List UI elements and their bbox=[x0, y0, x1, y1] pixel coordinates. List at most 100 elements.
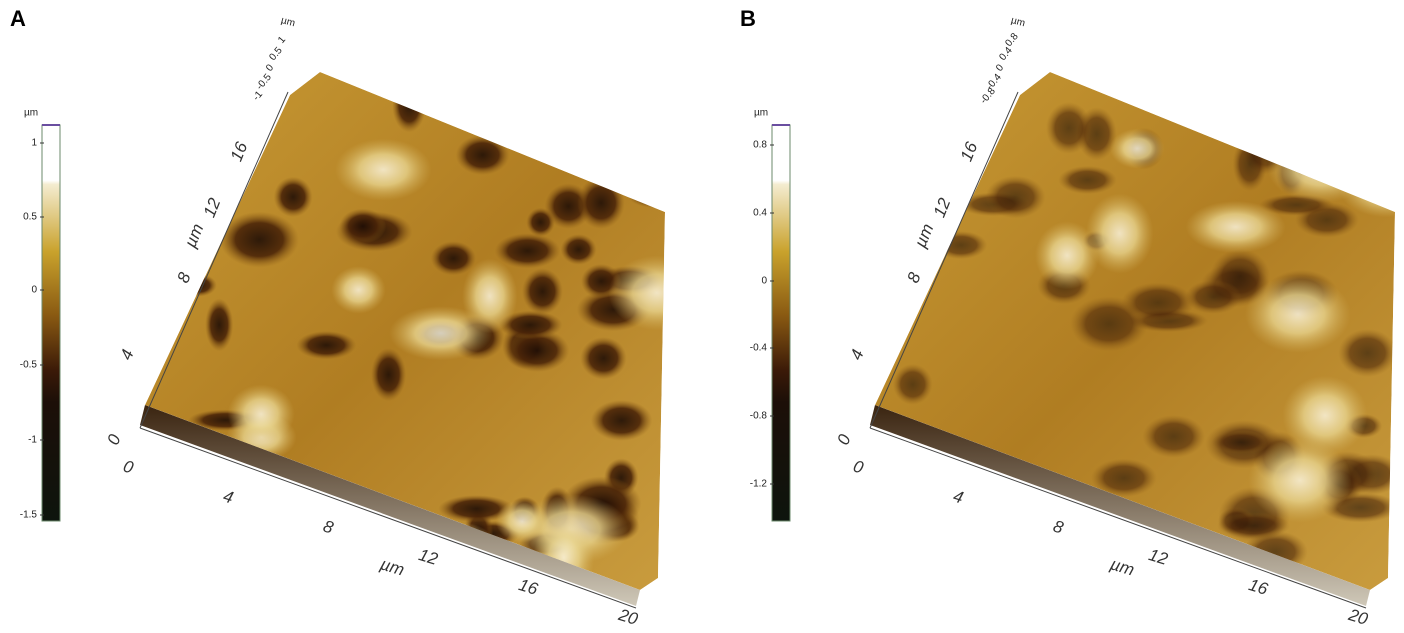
surface-pit bbox=[225, 533, 282, 577]
y-tick-label: 16 bbox=[227, 139, 252, 164]
colorbar bbox=[772, 125, 790, 521]
surface-peak bbox=[608, 255, 705, 330]
x-tick-label: 20 bbox=[1346, 605, 1371, 629]
surface-pit bbox=[296, 331, 356, 359]
surface-peak bbox=[1086, 193, 1154, 273]
surface-pit bbox=[139, 518, 182, 546]
surface-pit bbox=[371, 348, 406, 401]
y-tick-label: 0 bbox=[833, 431, 854, 447]
colorbar-tick-label: 0 bbox=[31, 285, 37, 296]
colorbar-tick-label: -1.2 bbox=[750, 479, 768, 490]
surface-pit bbox=[522, 268, 563, 314]
x-tick-label: 8 bbox=[321, 517, 336, 538]
colorbar-tick-label: 0.5 bbox=[23, 212, 37, 223]
z-tick-label: 0 bbox=[264, 62, 276, 74]
z-axis-unit: µm bbox=[1010, 15, 1026, 29]
colorbar-unit: µm bbox=[24, 108, 38, 119]
panel: Bµm 0.8 0.4 0 -0.4 -0.8 -1.2 0 4 8 12 16 20 µm 0 4 8 12 16… bbox=[740, 6, 1404, 629]
panel: Aµm10.50-0.5-1-1.5048121620µm0481216µmµm… bbox=[10, 6, 706, 629]
y-tick-label: 16 bbox=[957, 139, 982, 164]
x-tick-label: 0 bbox=[121, 457, 136, 478]
x-tick-label: 16 bbox=[1246, 575, 1270, 599]
surface-pit bbox=[580, 337, 626, 379]
surface-pit bbox=[1254, 121, 1330, 159]
surface-pit bbox=[205, 298, 233, 351]
surface-pit bbox=[1212, 430, 1271, 454]
surface-peak bbox=[1273, 85, 1377, 137]
surface-pit bbox=[1058, 166, 1117, 194]
y-tick-label: 8 bbox=[903, 269, 924, 285]
z-tick-label: 1 bbox=[276, 34, 288, 46]
surface-pit bbox=[893, 364, 933, 405]
x-tick-label: 20 bbox=[616, 605, 641, 629]
z-tick-label: -0.5 bbox=[254, 72, 274, 93]
surface-pit bbox=[1233, 137, 1268, 191]
surface-pit bbox=[985, 176, 1045, 219]
surface-pit bbox=[591, 100, 638, 132]
x-tick-label: 8 bbox=[1051, 517, 1066, 538]
surface-pit bbox=[591, 400, 652, 441]
colorbar-unit: µm bbox=[754, 108, 768, 119]
figure: Aµm10.50-0.5-1-1.5048121620µm0481216µmµm… bbox=[0, 0, 1404, 633]
colorbar-tick-label: -1.5 bbox=[20, 510, 38, 521]
surface-peak bbox=[1248, 438, 1351, 523]
surface-peak bbox=[1110, 129, 1165, 169]
surface-pit bbox=[1121, 283, 1194, 323]
x-tick-label: 4 bbox=[951, 487, 966, 508]
panel-label: B bbox=[740, 6, 756, 31]
colorbar-tick-label: 0 bbox=[761, 276, 767, 287]
surface-pit bbox=[934, 231, 987, 259]
colorbar-tick-label: -0.5 bbox=[20, 360, 38, 371]
surface-pit bbox=[901, 90, 934, 133]
surface-pit bbox=[1142, 415, 1205, 458]
x-axis-label: µm bbox=[1107, 554, 1136, 579]
surface-pit bbox=[339, 208, 386, 243]
x-tick-label: 12 bbox=[1146, 545, 1170, 569]
surface-peak bbox=[1267, 134, 1376, 203]
surface-peak bbox=[335, 139, 431, 201]
y-tick-label: 12 bbox=[930, 195, 955, 220]
colorbar-tick-label: -0.4 bbox=[750, 343, 768, 354]
x-axis-label: µm bbox=[377, 554, 406, 579]
y-tick-label: 4 bbox=[846, 347, 867, 363]
colorbar-tick-label: -0.8 bbox=[750, 411, 768, 422]
y-tick-label: 4 bbox=[116, 347, 137, 363]
surface-pit bbox=[1168, 77, 1238, 118]
surface-pit bbox=[1185, 280, 1241, 314]
colorbar-tick-label: -1 bbox=[28, 435, 37, 446]
surface-pit bbox=[495, 233, 561, 268]
surface-peak bbox=[331, 266, 385, 314]
surface-peak bbox=[1245, 275, 1351, 352]
surface-pit bbox=[168, 77, 228, 105]
x-tick-label: 12 bbox=[416, 545, 440, 569]
surface-pit bbox=[1338, 329, 1397, 377]
surface-pit bbox=[561, 234, 597, 265]
surface-peak bbox=[462, 259, 517, 334]
colorbar-tick-label: 0.8 bbox=[753, 140, 767, 151]
surface-pit bbox=[456, 135, 510, 175]
surface-peak bbox=[1186, 201, 1286, 253]
surface-peak bbox=[588, 69, 691, 135]
y-tick-label: 8 bbox=[173, 269, 194, 285]
colorbar-tick-label: 1 bbox=[31, 138, 37, 149]
surface-peak bbox=[228, 385, 295, 444]
surface-pit bbox=[954, 106, 996, 149]
surface-peak bbox=[500, 71, 571, 134]
surface-pit bbox=[577, 177, 624, 229]
surface-pit bbox=[1351, 102, 1383, 131]
panel-label: A bbox=[10, 6, 26, 31]
x-tick-label: 0 bbox=[851, 457, 866, 478]
surface-pit bbox=[628, 183, 689, 208]
z-axis-unit: µm bbox=[280, 15, 296, 29]
z-tick-label: 0 bbox=[994, 62, 1006, 74]
surface-pit bbox=[1046, 102, 1092, 154]
colorbar-tick-label: 0.4 bbox=[753, 208, 767, 219]
surface-pit bbox=[866, 143, 915, 164]
y-axis-label: µm bbox=[180, 221, 207, 251]
surface-peak bbox=[172, 124, 228, 160]
surface-pit bbox=[274, 177, 313, 217]
x-tick-label: 4 bbox=[221, 487, 236, 508]
surface-pit bbox=[1307, 119, 1351, 172]
surface-pit bbox=[477, 97, 541, 134]
surface-pit bbox=[431, 241, 476, 275]
